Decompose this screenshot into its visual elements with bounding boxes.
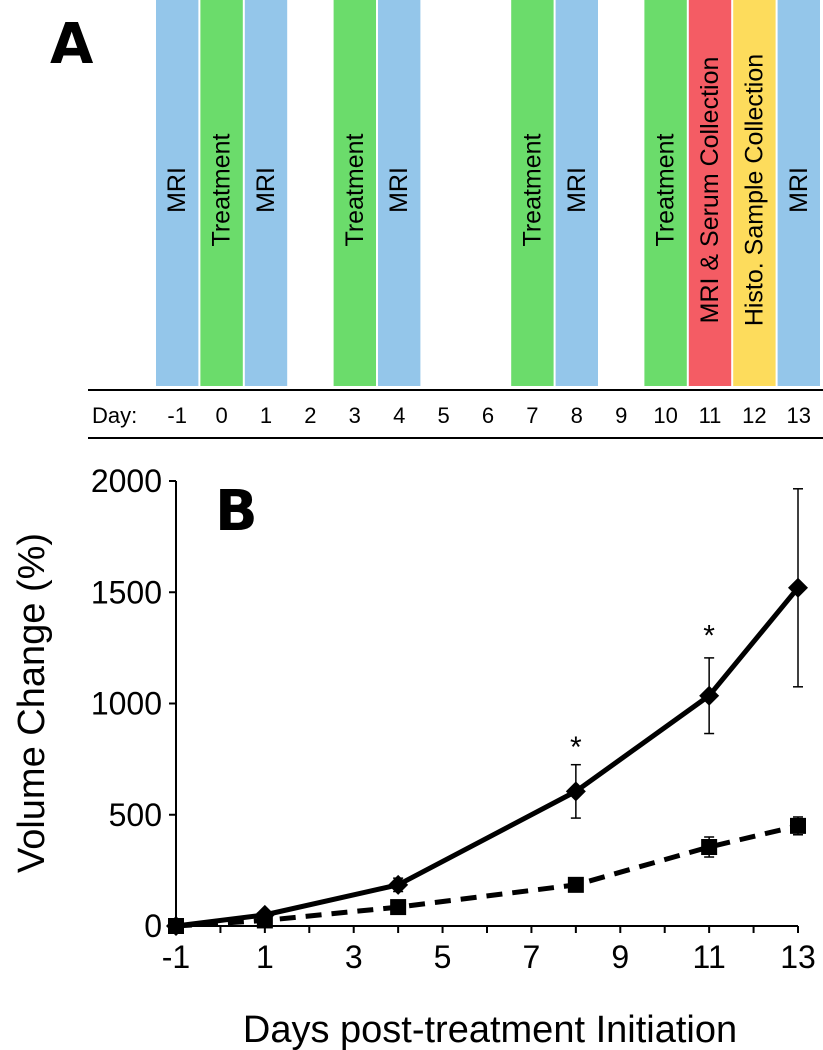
series-1-point <box>788 577 808 598</box>
timeline-block-day-3 <box>333 0 376 386</box>
timeline-block-label: Treatment <box>652 133 680 246</box>
day-label: 11 <box>699 403 722 428</box>
timeline-block-day-10 <box>644 0 687 386</box>
day-label: -1 <box>167 403 187 428</box>
timeline-block-day-0 <box>200 0 243 386</box>
timeline-block-label: MRI & Serum Collection <box>696 57 724 324</box>
y-axis-title: Volume Change (%) <box>11 533 53 873</box>
x-tick-label: 1 <box>256 939 274 975</box>
day-label: 8 <box>571 403 583 428</box>
timeline-block-day-13 <box>777 0 820 386</box>
x-tick-label: 3 <box>345 939 363 975</box>
timeline-block-label: MRI <box>252 167 280 213</box>
y-tick-label: 2000 <box>91 463 162 499</box>
day-label: 7 <box>526 403 538 428</box>
significance-asterisk: * <box>570 731 582 764</box>
timeline-block-day-8 <box>555 0 598 386</box>
series-2-point <box>256 912 273 929</box>
series-2-point <box>701 839 718 856</box>
panel-b-chart: B Volume Change (%) Days post-treatment … <box>11 463 816 1050</box>
timeline-block-label: Treatment <box>518 133 546 246</box>
day-label: 12 <box>742 403 766 428</box>
x-tick-label: 5 <box>434 939 452 975</box>
significance-asterisk: * <box>703 620 715 653</box>
series-1-point <box>388 874 409 895</box>
day-label: 0 <box>215 403 227 428</box>
timeline-block-day-7 <box>511 0 554 386</box>
day-prefix: Day: <box>92 403 137 428</box>
x-tick-label: 7 <box>523 939 541 975</box>
series-2-point <box>168 918 184 934</box>
series-1-point <box>699 685 720 706</box>
day-label: 5 <box>437 403 449 428</box>
day-label: 6 <box>482 403 494 428</box>
timeline-block-label: MRI <box>385 167 413 213</box>
y-tick-label: 500 <box>109 797 162 833</box>
timeline-block-day-11 <box>688 0 732 386</box>
y-tick-label: 0 <box>144 908 162 944</box>
series-1-line <box>175 586 800 929</box>
day-label: 9 <box>615 403 627 428</box>
timeline-block-day-1 <box>244 0 288 386</box>
timeline-block-label: MRI <box>563 167 591 213</box>
series-2-point <box>390 899 407 916</box>
timeline-block-label: Histo. Sample Collection <box>740 54 768 326</box>
series-1-point <box>565 781 586 802</box>
x-tick-label: 11 <box>693 939 726 975</box>
x-tick-label: 13 <box>780 939 816 975</box>
panel-b-label: B <box>215 479 258 544</box>
series-2-point <box>790 817 806 834</box>
day-label: 2 <box>304 403 316 428</box>
timeline-block-label: MRI <box>163 167 191 213</box>
panel-a-label: A <box>50 12 94 77</box>
x-tick-label: 9 <box>611 939 629 975</box>
timeline-block-label: Treatment <box>341 133 369 246</box>
day-label: 4 <box>393 403 405 428</box>
x-tick-label: -1 <box>162 939 190 975</box>
day-label: 1 <box>260 403 272 428</box>
timeline-block-day-12 <box>733 0 776 386</box>
timeline-block-day-1 <box>156 0 199 386</box>
day-label: 10 <box>653 403 677 428</box>
timeline-block-label: MRI <box>785 167 813 213</box>
timeline-block-day-4 <box>378 0 421 386</box>
day-label: 3 <box>349 403 361 428</box>
series-2-point <box>567 876 584 893</box>
panel-a-timeline: A MRI Treatment MRI Treatment MRI Treatment MR… <box>50 0 823 439</box>
timeline-block-label: Treatment <box>208 133 236 246</box>
series-2-line <box>175 823 799 929</box>
x-axis-title: Days post-treatment Initiation <box>243 1009 737 1050</box>
day-label: 13 <box>787 403 811 428</box>
y-tick-label: 1000 <box>91 686 162 722</box>
y-tick-label: 1500 <box>91 574 162 610</box>
